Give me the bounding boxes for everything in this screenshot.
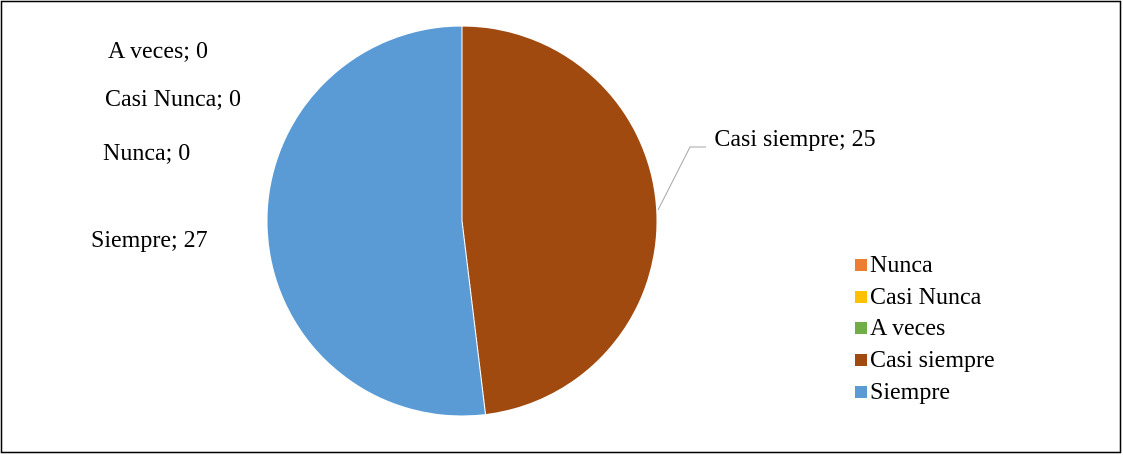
legend-swatch (855, 322, 867, 335)
legend-swatch (855, 385, 867, 398)
legend-swatch (855, 259, 867, 271)
data-label: Siempre; 27 (91, 227, 208, 253)
leader-line (657, 146, 706, 211)
data-label: Casi siempre; 25 (714, 126, 876, 152)
legend-item: A veces (855, 316, 945, 340)
legend-item: Casi siempre (855, 348, 995, 372)
data-label: Nunca; 0 (103, 140, 191, 166)
legend-swatch (855, 290, 867, 303)
legend-item: Casi Nunca (855, 285, 981, 309)
pie-slice (266, 25, 487, 417)
legend-label: Casi siempre (870, 347, 995, 374)
data-label: A veces; 0 (108, 38, 208, 64)
legend-label: Casi Nunca (870, 283, 982, 310)
pie-slice (461, 25, 658, 416)
data-label: Casi Nunca; 0 (105, 86, 241, 112)
legend-swatch (855, 354, 867, 367)
legend-label: Nunca (870, 252, 933, 278)
legend-item: Siempre (855, 380, 950, 404)
legend-label: A veces (870, 315, 946, 342)
legend-item: Nunca (855, 253, 933, 277)
legend-label: Siempre (870, 378, 950, 405)
